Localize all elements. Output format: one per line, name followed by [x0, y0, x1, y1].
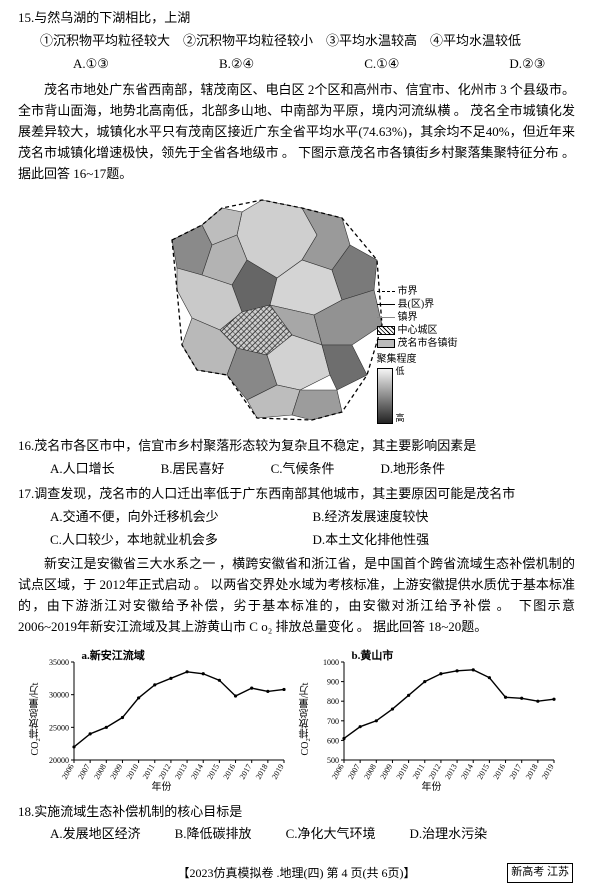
q18-stem: 18.实施流域生态补偿机制的核心目标是 [18, 802, 575, 823]
chart-row: a.新安江流域 CO₂排放总量/万t 200002500030000350002… [18, 644, 575, 794]
svg-text:2017: 2017 [237, 762, 253, 780]
svg-text:2007: 2007 [346, 762, 362, 780]
svg-text:2009: 2009 [378, 762, 394, 780]
svg-text:2016: 2016 [491, 762, 507, 780]
svg-text:2019: 2019 [269, 762, 285, 780]
svg-text:800: 800 [327, 697, 339, 706]
svg-text:25000: 25000 [49, 723, 69, 732]
map-legend: 市界 县(区)界 镇界 中心城区 茂名市各镇街 聚集程度 低 高 [377, 285, 458, 424]
q15-stem: 15.与然乌湖的下湖相比，上湖 [18, 8, 575, 29]
svg-text:2015: 2015 [475, 762, 491, 780]
q18-opt-c[interactable]: C.净化大气环境 [286, 824, 376, 845]
svg-text:2012: 2012 [426, 762, 442, 780]
svg-text:600: 600 [327, 736, 339, 745]
map-figure: 市界 县(区)界 镇界 中心城区 茂名市各镇街 聚集程度 低 高 [18, 190, 575, 430]
q16-options: A.人口增长 B.居民喜好 C.气候条件 D.地形条件 [18, 459, 575, 480]
q15-opt-d[interactable]: D.②③ [509, 54, 545, 75]
chart-b-title: b.黄山市 [352, 648, 394, 666]
svg-text:2017: 2017 [507, 762, 523, 780]
q15-opt-a[interactable]: A.①③ [73, 54, 109, 75]
q18-opt-a[interactable]: A.发展地区经济 [50, 824, 141, 845]
svg-text:2009: 2009 [108, 762, 124, 780]
q15-subs: ①沉积物平均粒径较大 ②沉积物平均粒径较小 ③平均水温较高 ④平均水温较低 [18, 31, 575, 52]
svg-text:2015: 2015 [205, 762, 221, 780]
svg-text:2013: 2013 [173, 762, 189, 780]
chart-b-xlabel: 年份 [422, 780, 442, 796]
q17-options: A.交通不便，向外迁移机会少 B.经济发展速度较快 C.人口较少，本地就业机会多… [18, 507, 575, 551]
svg-text:2018: 2018 [523, 762, 539, 780]
svg-text:2011: 2011 [140, 762, 156, 780]
svg-text:30000: 30000 [49, 690, 69, 699]
svg-text:35000: 35000 [49, 658, 69, 667]
svg-text:2007: 2007 [76, 762, 92, 780]
svg-text:2006: 2006 [329, 762, 345, 780]
q15-options: A.①③ B.②④ C.①④ D.②③ [18, 54, 575, 75]
chart-a-title: a.新安江流域 [82, 648, 145, 666]
svg-text:2010: 2010 [124, 762, 140, 780]
svg-text:2012: 2012 [156, 762, 172, 780]
svg-text:2008: 2008 [92, 762, 108, 780]
svg-text:20000: 20000 [49, 756, 69, 765]
chart-a: a.新安江流域 CO₂排放总量/万t 200002500030000350002… [32, 644, 292, 794]
svg-text:2011: 2011 [410, 762, 426, 780]
q15-opt-c[interactable]: C.①④ [364, 54, 399, 75]
passage-xinanjiang: 新安江是安徽省三大水系之一 ，横跨安徽省和浙江省，是中国首个跨省流域生态补偿机制… [18, 554, 575, 637]
svg-text:2014: 2014 [189, 762, 205, 780]
svg-text:2013: 2013 [443, 762, 459, 780]
q17-opt-d[interactable]: D.本土文化排他性强 [313, 530, 576, 551]
svg-text:1000: 1000 [323, 658, 339, 667]
q16-opt-d[interactable]: D.地形条件 [380, 459, 445, 480]
q17-opt-b[interactable]: B.经济发展速度较快 [313, 507, 576, 528]
svg-text:900: 900 [327, 677, 339, 686]
svg-text:2019: 2019 [539, 762, 555, 780]
q16-opt-b[interactable]: B.居民喜好 [161, 459, 225, 480]
q18-opt-d[interactable]: D.治理水污染 [409, 824, 487, 845]
q16-opt-c[interactable]: C.气候条件 [271, 459, 335, 480]
q18-opt-b[interactable]: B.降低碳排放 [175, 824, 252, 845]
footer-tag: 新高考 江苏 [507, 863, 573, 883]
svg-text:700: 700 [327, 716, 339, 725]
chart-b-ylabel: CO₂排放总量/万t [298, 682, 314, 755]
svg-text:2016: 2016 [221, 762, 237, 780]
svg-text:2010: 2010 [394, 762, 410, 780]
chart-a-svg: 20000 25000 30000 35000 20062007200820092010… [32, 644, 292, 794]
svg-text:2008: 2008 [362, 762, 378, 780]
q18-options: A.发展地区经济 B.降低碳排放 C.净化大气环境 D.治理水污染 [18, 824, 575, 845]
chart-a-ylabel: CO₂排放总量/万t [28, 682, 44, 755]
chart-b-svg: 5006007008009001000200620072008200920102… [302, 644, 562, 794]
svg-text:2018: 2018 [253, 762, 269, 780]
svg-text:2014: 2014 [459, 762, 475, 780]
q17-stem: 17.调查发现，茂名市的人口迁出率低于广东西南部其他城市，其主要原因可能是茂名市 [18, 484, 575, 505]
q17-opt-c[interactable]: C.人口较少，本地就业机会多 [50, 530, 313, 551]
chart-b: b.黄山市 CO₂排放总量/万t 50060070080090010002006… [302, 644, 562, 794]
svg-text:2006: 2006 [59, 762, 75, 780]
chart-a-xlabel: 年份 [152, 780, 172, 796]
q15-opt-b[interactable]: B.②④ [219, 54, 254, 75]
q17-opt-a[interactable]: A.交通不便，向外迁移机会少 [50, 507, 313, 528]
q16-opt-a[interactable]: A.人口增长 [50, 459, 115, 480]
page-footer: 【2023仿真模拟卷 .地理(四) 第 4 页(共 6页)】 新高考 江苏 [0, 864, 593, 883]
q16-stem: 16.茂名市各区市中，信宜市乡村聚落形态较为复杂且不稳定，其主要影响因素是 [18, 436, 575, 457]
passage-maoming: 茂名市地处广东省西南部，辖茂南区、电白区 2个区和高州市、信宜市、化州市 3 个… [18, 80, 575, 184]
